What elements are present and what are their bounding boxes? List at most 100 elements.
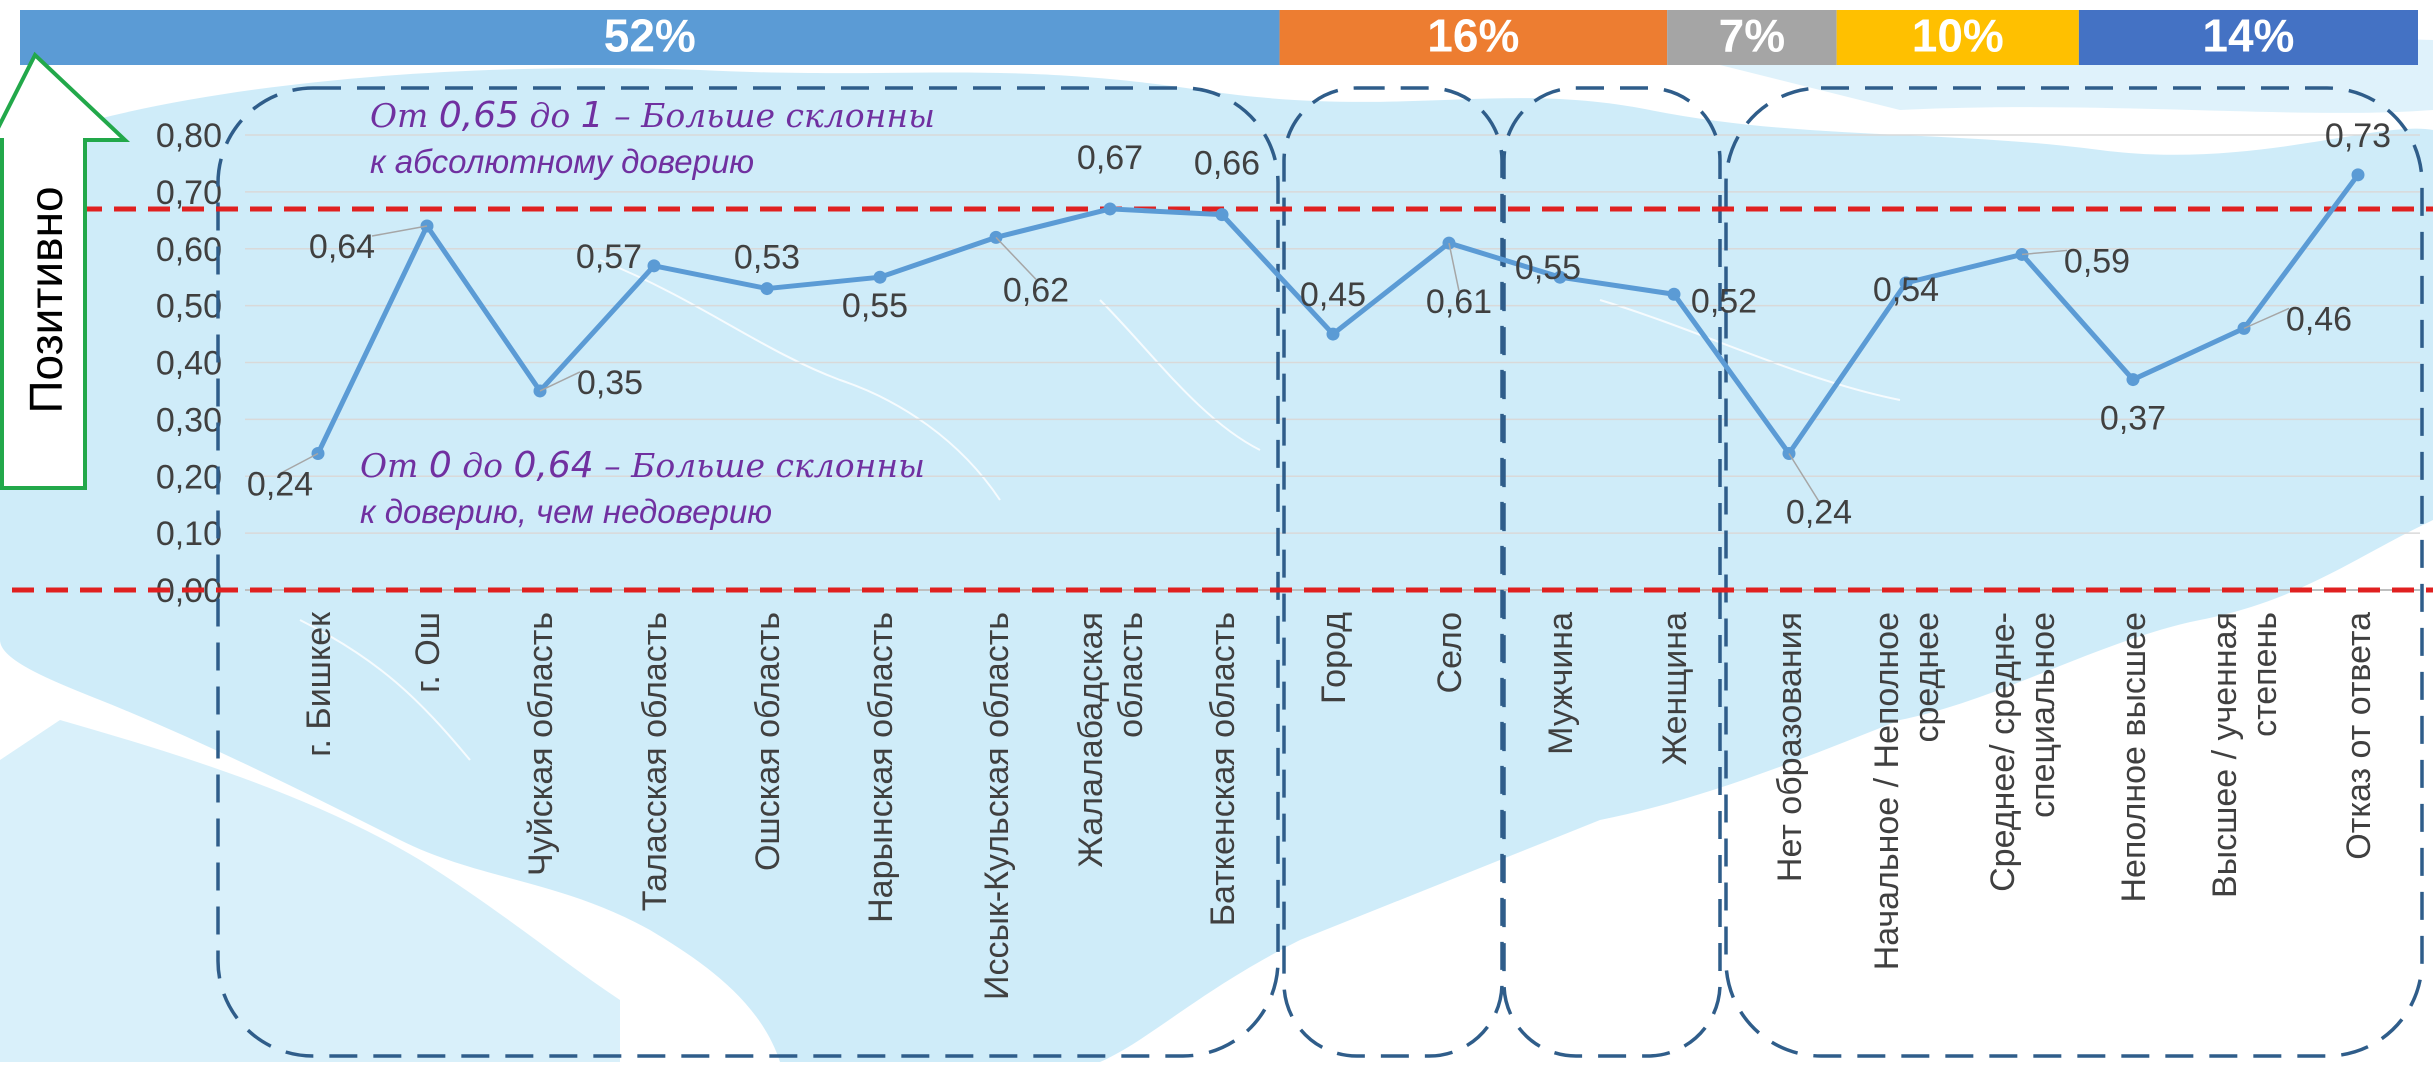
data-label: 0,57: [576, 238, 642, 276]
lower-annotation-line1: От 0 до 0,64 – Больше склонны: [360, 445, 925, 486]
x-tick-label: Село: [1431, 612, 1469, 693]
data-point: [1103, 202, 1117, 216]
x-tick-label-line: Ошская область: [749, 612, 787, 871]
x-tick-label-line: Нарынская область: [862, 612, 900, 923]
x-tick-label-line: Отказ от ответа: [2340, 612, 2378, 860]
x-tick-label: г. Ош: [409, 612, 447, 693]
label-leader: [2243, 307, 2290, 330]
x-tick-label-line: Высшее / ученная: [2206, 612, 2244, 898]
label-leader: [995, 236, 1037, 280]
data-label: 0,52: [1691, 282, 1757, 320]
x-tick-label: Женщина: [1656, 612, 1694, 765]
data-label: 0,59: [2064, 242, 2130, 280]
x-tick-label: Таласская область: [636, 612, 674, 911]
data-point: [647, 259, 661, 273]
x-tick-label: Нарынская область: [862, 612, 900, 923]
shares-bar: 52% 16% 7% 10% 14%: [20, 10, 2418, 65]
x-tick-label: Чуйская область: [522, 612, 560, 876]
data-point: [1553, 270, 1567, 284]
x-tick-label-line: Баткенская область: [1204, 612, 1242, 926]
x-tick-label-line: среднее: [1908, 612, 1946, 743]
x-tick-label: г. Бишкек: [300, 611, 338, 757]
share-segment: [2078, 10, 2418, 65]
category-group-box: [1502, 86, 1722, 1058]
data-point: [1215, 208, 1229, 222]
x-tick-label: Отказ от ответа: [2340, 612, 2378, 860]
share-segment: [1667, 10, 1837, 65]
y-tick-label: 0,10: [156, 515, 222, 553]
x-tick-label-line: Город: [1315, 612, 1353, 704]
data-label: 0,73: [2325, 117, 2391, 155]
upper-annotation: От 0,65 до 1 – Больше склонны к абсолютн…: [370, 95, 935, 180]
y-tick-label: 0,80: [156, 117, 222, 155]
data-point: [760, 282, 774, 296]
share-segment: [1836, 10, 2079, 65]
y-tick-label: 0,20: [156, 458, 222, 496]
x-tick-label: Начальное / Неполное среднее: [1868, 612, 1946, 970]
data-point: [873, 270, 887, 284]
x-tick-label-line: область: [1112, 612, 1150, 738]
data-point: [2351, 168, 2365, 182]
data-point: [1326, 327, 1340, 341]
y-tick-label: 0,50: [156, 288, 222, 326]
x-tick-label-line: Среднее/ средне-: [1984, 612, 2022, 892]
x-tick-label-line: Таласская область: [636, 612, 674, 911]
x-tick-label-line: Неполное высшее: [2115, 612, 2153, 903]
data-label: 0,45: [1300, 276, 1366, 314]
x-tick-label-line: специальное: [2024, 612, 2062, 818]
x-tick-label-line: Село: [1431, 612, 1469, 693]
y-tick-label: 0,40: [156, 345, 222, 383]
x-tick-label: Ошская область: [749, 612, 787, 871]
data-label: 0,24: [247, 466, 313, 504]
data-label: 0,54: [1873, 271, 1939, 309]
data-label: 0,55: [1515, 249, 1581, 287]
lower-annotation: От 0 до 0,64 – Больше склонны к доверию,…: [360, 445, 925, 530]
label-leader: [539, 371, 581, 392]
x-tick-label: Неполное высшее: [2115, 612, 2153, 903]
x-tick-label-line: г. Ош: [409, 612, 447, 693]
y-axis-ticks: 0,000,100,200,300,400,500,600,700,80: [156, 117, 222, 610]
data-label: 0,61: [1426, 283, 1492, 321]
label-leader: [2021, 249, 2068, 256]
category-group-box: [1282, 86, 1504, 1058]
x-tick-label-line: степень: [2246, 612, 2284, 737]
y-tick-label: 0,70: [156, 174, 222, 212]
x-tick-label-line: Нет образования: [1771, 612, 1809, 882]
data-label: 0,35: [577, 364, 643, 402]
data-label: 0,67: [1077, 139, 1143, 177]
x-tick-label: Иссык-Кульская область: [978, 612, 1016, 1000]
data-label: 0,24: [1786, 494, 1852, 532]
x-tick-label-line: Чуйская область: [522, 612, 560, 876]
data-labels: 0,24 0,64 0,35 0,57 0,53 0,55 0,62 0,67 0,66 0,45…: [247, 117, 2391, 532]
data-label: 0,64: [309, 228, 375, 266]
lower-annotation-line2: к доверию, чем недоверию: [360, 493, 772, 530]
data-label: 0,37: [2100, 400, 2166, 438]
data-label: 0,55: [842, 287, 908, 325]
data-point: [1899, 276, 1913, 290]
x-tick-label: Мужчина: [1542, 612, 1580, 755]
share-segment: [1279, 10, 1668, 65]
data-label: 0,62: [1003, 271, 1069, 309]
x-axis-labels: г. Бишкек г. Ош Чуйская область Таласская о…: [300, 611, 2378, 1000]
x-tick-label-line: Иссык-Кульская область: [978, 612, 1016, 1000]
x-tick-label: Баткенская область: [1204, 612, 1242, 926]
x-tick-label-line: Мужчина: [1542, 612, 1580, 755]
data-label: 0,53: [734, 239, 800, 277]
data-label: 0,66: [1194, 145, 1260, 183]
share-label: 10%: [1912, 10, 2004, 62]
label-leader: [1448, 242, 1460, 292]
x-tick-label-line: Жалалабадская: [1072, 612, 1110, 868]
x-tick-label: Высшее / ученная степень: [2206, 612, 2284, 898]
share-label: 16%: [1427, 10, 1519, 62]
x-tick-label: Нет образования: [1771, 612, 1809, 882]
map-borders: [299, 259, 1901, 761]
x-tick-label-line: Начальное / Неполное: [1868, 612, 1906, 970]
positive-arrow: Позитивно: [0, 51, 131, 490]
y-tick-label: 0,30: [156, 401, 222, 439]
share-label: 52%: [604, 10, 696, 62]
upper-annotation-line1: От 0,65 до 1 – Больше склонны: [370, 95, 935, 136]
y-tick-label: 0,60: [156, 231, 222, 269]
x-tick-label-line: Женщина: [1656, 612, 1694, 765]
